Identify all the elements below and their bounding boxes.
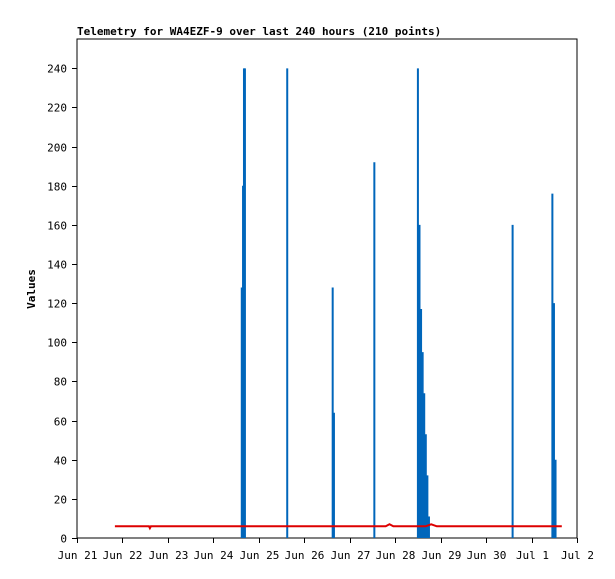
chart-title: Telemetry for WA4EZF-9 over last 240 hou… [77,25,441,38]
x-tick-label: Jun 25 [240,549,280,562]
y-tick-label: 80 [54,376,67,389]
x-tick-label: Jul 1 [516,549,549,562]
plot-area: 0 20 40 60 80 100 120 140 160 180 200 220 240 Jun 21 J… [47,38,594,562]
y-tick-label: 40 [54,455,67,468]
y-tick-label: 120 [47,298,67,311]
x-tick-label: Jun 26 [285,549,325,562]
y-tick-label: 20 [54,494,67,507]
y-tick-label: 60 [54,416,67,429]
y-tick-label: 140 [47,259,67,272]
x-tick-label: Jun 29 [422,549,462,562]
y-tick-label: 0 [60,533,67,546]
x-tick-label: Jun 22 [103,549,143,562]
y-tick-label: 240 [47,63,67,76]
y-tick-label: 220 [47,102,67,115]
x-tick-label: Jul 2 [561,549,594,562]
x-tick-label: Jun 27 [331,549,371,562]
y-tick-label: 200 [47,142,67,155]
y-tick-label: 160 [47,220,67,233]
plot-frame [76,38,578,539]
y-tick-label: 100 [47,337,67,350]
x-tick-label: Jun 21 [58,549,98,562]
x-tick-label: Jun 24 [194,549,234,562]
x-tick-label: Jun 28 [376,549,416,562]
x-tick-label: Jun 30 [467,549,507,562]
x-tick-label: Jun 23 [149,549,189,562]
y-tick-label: 180 [47,181,67,194]
y-axis-label: Values [25,269,38,309]
data-line-series [114,523,562,531]
